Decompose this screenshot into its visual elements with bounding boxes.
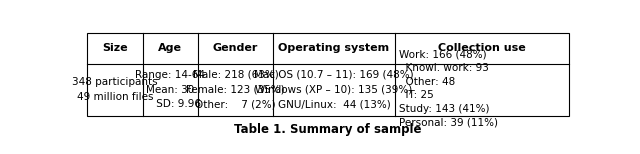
- Text: Work: 166 (48%)
  Knowl. work: 93
  Other: 48
  IT: 25
Study: 143 (41%)
Personal: Work: 166 (48%) Knowl. work: 93 Other: 4…: [399, 49, 499, 128]
- Text: Operating system: Operating system: [278, 43, 390, 53]
- Text: Table 1. Summary of sample: Table 1. Summary of sample: [234, 124, 422, 136]
- Text: Size: Size: [102, 43, 128, 53]
- Text: Male: 218 (63%)
Female: 123 (35%)
Other:    7 (2%): Male: 218 (63%) Female: 123 (35%) Other:…: [186, 70, 285, 109]
- Text: Gender: Gender: [212, 43, 258, 53]
- Text: Age: Age: [159, 43, 182, 53]
- Text: Collection use: Collection use: [438, 43, 526, 53]
- Text: Range: 14-64
Mean: 30
     SD: 9.96: Range: 14-64 Mean: 30 SD: 9.96: [136, 70, 205, 109]
- Text: Mac OS (10.7 – 11): 169 (48%)
Windows (XP – 10): 135 (39%)
GNU/Linux:  44 (13%): Mac OS (10.7 – 11): 169 (48%) Windows (X…: [254, 70, 414, 109]
- Bar: [88, 33, 568, 116]
- Text: 348 participants
49 million files: 348 participants 49 million files: [72, 77, 158, 102]
